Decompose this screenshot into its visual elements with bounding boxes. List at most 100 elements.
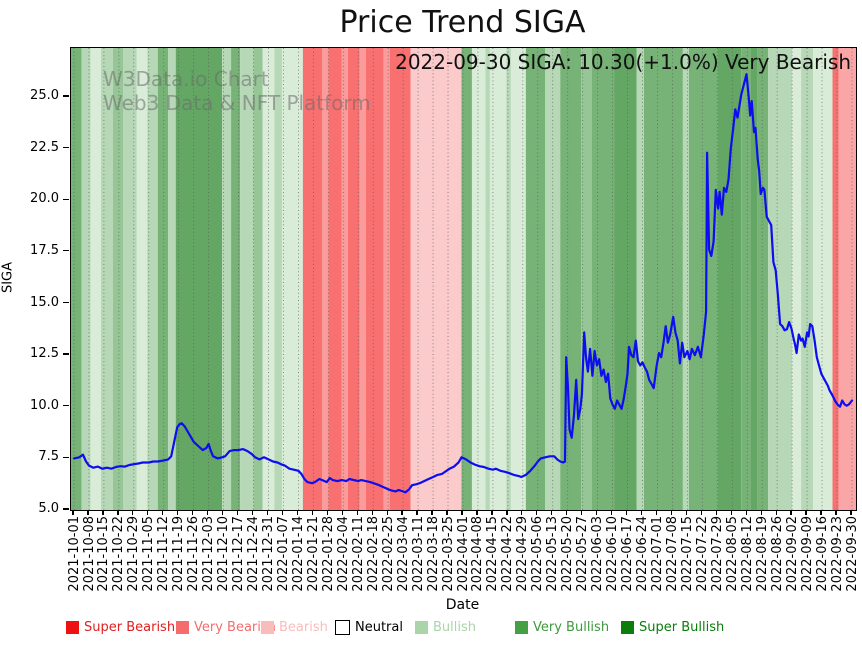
y-tick-mark [63, 456, 69, 459]
x-tick-label: 2021-10-22 [111, 516, 127, 592]
sentiment-band-g_dark [175, 48, 223, 510]
x-tick-mark [341, 510, 343, 515]
x-tick-label: 2022-04-08 [470, 516, 486, 592]
y-tick-label: 7.5 [38, 449, 59, 465]
x-tick-label: 2021-12-10 [216, 516, 232, 592]
y-tick-label: 12.5 [30, 346, 59, 362]
x-tick-label: 2022-02-11 [350, 516, 366, 592]
x-tick-label: 2021-10-01 [66, 516, 82, 592]
sentiment-band-g_verylight [489, 48, 507, 510]
x-tick-label: 2022-04-15 [485, 516, 501, 592]
y-axis-label: SIGA [0, 261, 16, 294]
x-tick-label: 2022-09-02 [784, 516, 800, 592]
y-tick-mark [63, 146, 69, 149]
legend-label: Bullish [433, 620, 477, 635]
sentiment-band-g_medlight [253, 48, 263, 510]
x-tick-mark [595, 510, 598, 515]
legend-swatch-icon [66, 621, 79, 634]
x-tick-mark [296, 510, 299, 515]
x-tick-label: 2022-09-16 [814, 516, 830, 592]
x-tick-label: 2022-08-12 [739, 516, 755, 592]
sentiment-band-r_end [838, 48, 856, 510]
x-tick-mark [506, 510, 508, 515]
sentiment-band-g_med [71, 48, 82, 510]
legend-swatch-icon [515, 621, 528, 634]
sentiment-band-g_light [123, 48, 137, 510]
plot-area [70, 47, 857, 511]
sentiment-band-g_med [461, 48, 472, 510]
x-tick-label: 2022-07-15 [679, 516, 695, 592]
x-tick-mark [162, 510, 164, 515]
legend-label: Very Bearish [194, 620, 276, 635]
x-tick-mark [685, 510, 688, 515]
x-tick-label: 2022-07-22 [694, 516, 710, 592]
x-tick-mark [386, 510, 388, 515]
legend-swatch-icon [335, 620, 350, 635]
x-tick-mark [147, 510, 149, 515]
sentiment-band-g_light [636, 48, 644, 510]
x-tick-mark [102, 510, 104, 515]
sentiment-band-g_verylight [281, 48, 303, 510]
sentiment-band-g_verylight [792, 48, 802, 510]
x-tick-label: 2022-06-17 [620, 516, 635, 592]
x-tick-mark [132, 510, 134, 515]
sentiment-band-g_med [157, 48, 169, 510]
sentiment-band-r_med [341, 48, 348, 510]
x-tick-mark [117, 510, 119, 515]
sentiment-band-r_med [322, 48, 329, 510]
x-tick-mark [745, 510, 747, 515]
x-tick-mark [431, 510, 433, 515]
x-tick-label: 2022-02-18 [365, 516, 381, 592]
y-tick-mark [63, 301, 69, 304]
sentiment-band-r_strong [389, 48, 411, 510]
x-tick-label: 2022-04-01 [455, 516, 471, 592]
x-tick-mark [655, 510, 658, 515]
x-tick-label: 2022-08-05 [724, 516, 740, 592]
x-tick-label: 2022-05-06 [530, 516, 546, 592]
x-tick-label: 2022-02-04 [335, 516, 351, 592]
x-tick-mark [476, 510, 478, 515]
sentiment-band-g_medlight [112, 48, 124, 510]
x-tick-mark [206, 510, 209, 515]
legend-label: Very Bullish [533, 620, 610, 635]
x-tick-label: 2022-05-20 [560, 516, 576, 592]
x-tick-mark [521, 510, 523, 515]
x-tick-label: 2022-06-24 [635, 516, 650, 592]
x-tick-label: 2021-12-03 [201, 516, 217, 592]
x-tick-mark [311, 510, 314, 515]
x-tick-label: 2022-06-10 [605, 516, 621, 592]
x-tick-label: 2022-06-03 [590, 516, 606, 592]
sentiment-band-r_strong [347, 48, 360, 510]
x-tick-label: 2022-01-14 [290, 516, 306, 592]
legend-item-bearish: Bearish [261, 620, 328, 635]
x-tick-label: 2022-05-13 [545, 516, 561, 592]
sentiment-band-g_light [168, 48, 176, 510]
x-tick-label: 2021-11-19 [171, 516, 187, 592]
x-tick-label: 2021-11-26 [186, 516, 202, 592]
x-tick-mark [625, 510, 628, 515]
x-tick-label: 2022-03-04 [395, 516, 411, 592]
y-tick-label: 25.0 [30, 87, 59, 103]
legend-item-super-bearish: Super Bearish [66, 620, 175, 635]
x-tick-label: 2022-04-22 [500, 516, 516, 592]
sentiment-band-g_light [147, 48, 158, 510]
x-tick-label: 2021-12-24 [246, 516, 261, 592]
legend-item-super-bullish: Super Bullish [621, 620, 724, 635]
sentiment-band-g_light [240, 48, 254, 510]
x-tick-mark [72, 510, 74, 515]
x-tick-label: 2022-08-19 [754, 516, 770, 592]
x-tick-label: 2021-12-17 [231, 516, 247, 592]
sentiment-band-g_medlight [581, 48, 592, 510]
x-tick-label: 2022-01-07 [275, 516, 291, 592]
x-tick-mark [326, 510, 328, 515]
x-tick-label: 2022-01-28 [320, 516, 336, 592]
sentiment-band-g_light [506, 48, 511, 510]
legend-label: Neutral [355, 620, 403, 635]
x-axis-label: Date [445, 597, 480, 613]
x-tick-mark [670, 510, 673, 515]
legend-swatch-icon [261, 621, 274, 634]
sentiment-band-g_verylight [136, 48, 148, 510]
sentiment-band-r_strong [365, 48, 384, 510]
sentiment-band-r_light [410, 48, 462, 510]
